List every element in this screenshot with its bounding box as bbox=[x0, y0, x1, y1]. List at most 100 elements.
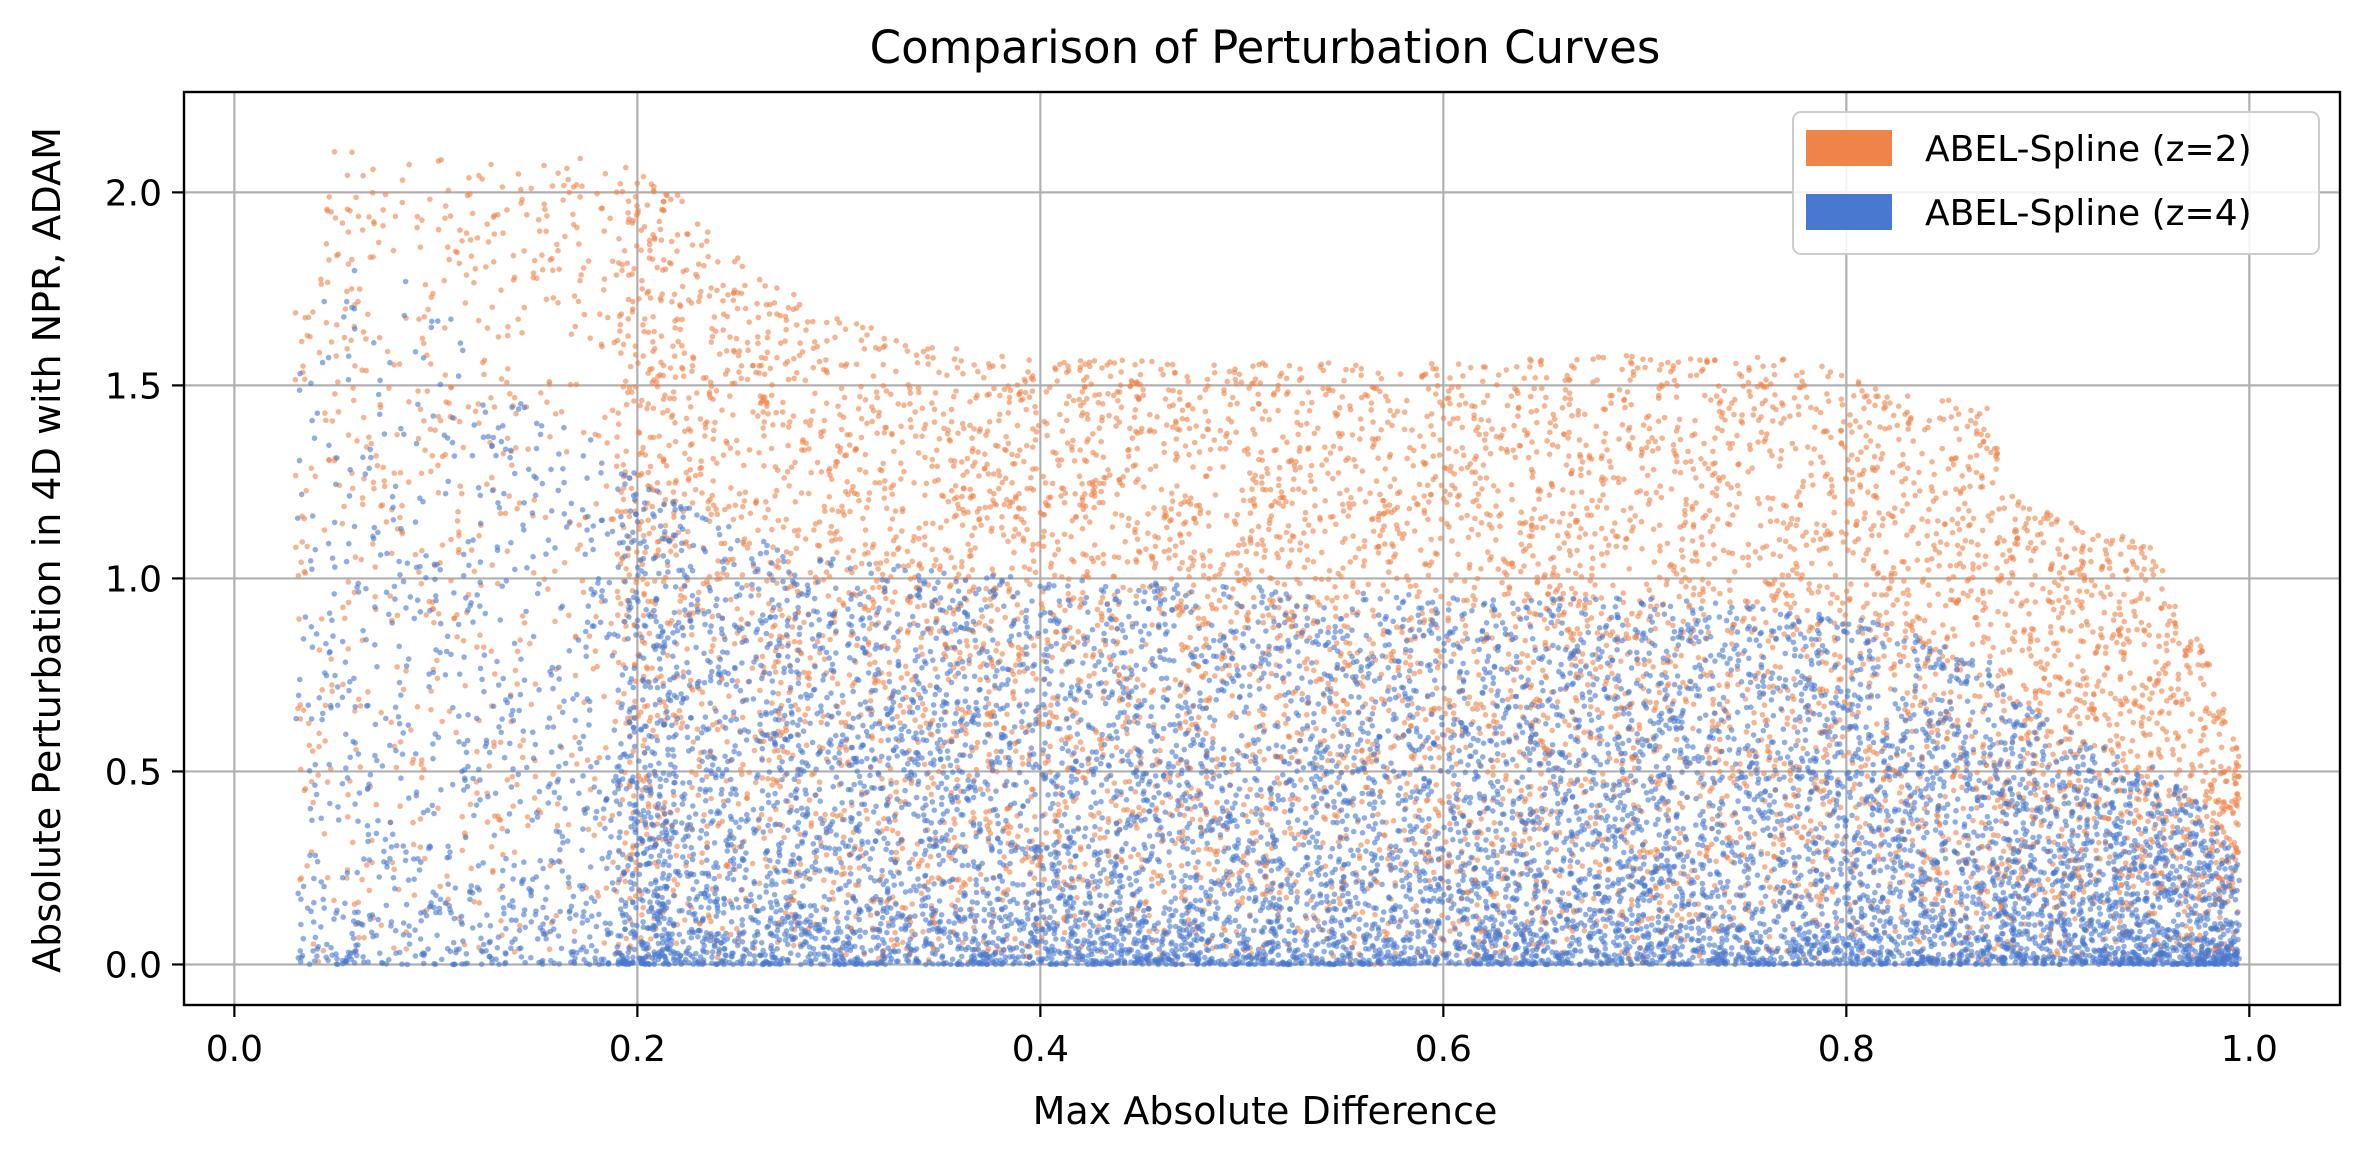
data-point bbox=[1173, 418, 1179, 424]
data-point bbox=[1227, 440, 1233, 446]
data-point bbox=[727, 334, 733, 340]
data-point bbox=[2068, 662, 2074, 668]
data-point bbox=[2217, 732, 2223, 738]
data-point bbox=[1162, 505, 1168, 511]
data-point bbox=[615, 410, 621, 416]
data-point bbox=[912, 409, 918, 415]
data-point bbox=[1370, 444, 1376, 450]
data-point bbox=[915, 360, 921, 366]
data-point bbox=[1371, 613, 1377, 619]
data-point bbox=[382, 484, 388, 490]
data-point bbox=[1578, 659, 1584, 665]
data-point bbox=[973, 644, 979, 650]
data-point bbox=[750, 409, 756, 415]
data-point bbox=[299, 339, 305, 345]
data-point bbox=[1459, 466, 1465, 472]
data-point bbox=[1262, 548, 1268, 554]
data-point bbox=[1351, 457, 1357, 463]
data-point bbox=[691, 739, 697, 745]
data-point bbox=[720, 298, 726, 304]
data-point bbox=[894, 780, 900, 786]
data-point bbox=[1011, 550, 1017, 556]
data-point bbox=[1135, 536, 1141, 542]
data-point bbox=[1437, 452, 1443, 458]
data-point bbox=[807, 655, 813, 661]
data-point bbox=[1078, 847, 1084, 853]
data-point bbox=[1000, 651, 1006, 657]
data-point bbox=[2035, 532, 2041, 538]
data-point bbox=[1682, 512, 1688, 518]
data-point bbox=[1828, 561, 1834, 567]
data-point bbox=[1851, 393, 1857, 399]
data-point bbox=[1875, 393, 1881, 399]
data-point bbox=[740, 504, 746, 510]
data-point bbox=[455, 509, 461, 515]
data-point bbox=[2145, 774, 2151, 780]
data-point bbox=[765, 329, 771, 335]
data-point bbox=[1298, 777, 1304, 783]
data-point bbox=[1259, 568, 1265, 574]
data-point bbox=[1385, 559, 1391, 565]
data-point bbox=[1251, 496, 1257, 502]
data-point bbox=[704, 238, 710, 244]
data-point bbox=[1218, 428, 1224, 434]
data-point bbox=[1595, 630, 1601, 636]
data-point bbox=[1472, 404, 1478, 410]
data-point bbox=[719, 407, 725, 413]
data-point bbox=[2127, 544, 2133, 550]
data-point bbox=[960, 666, 966, 672]
data-point bbox=[682, 350, 688, 356]
data-point bbox=[1214, 756, 1220, 762]
data-point bbox=[1467, 694, 1473, 700]
data-point bbox=[1894, 597, 1900, 603]
data-point bbox=[824, 338, 830, 344]
data-point bbox=[1368, 407, 1374, 413]
data-point bbox=[532, 258, 538, 264]
data-point bbox=[1113, 511, 1119, 517]
data-point bbox=[615, 453, 621, 459]
data-point bbox=[1420, 706, 1426, 712]
data-point bbox=[1077, 447, 1083, 453]
data-point bbox=[1657, 367, 1663, 373]
data-point bbox=[1338, 446, 1344, 452]
data-point bbox=[1883, 549, 1889, 555]
data-point bbox=[1717, 737, 1723, 743]
data-point bbox=[1247, 787, 1253, 793]
data-point bbox=[2089, 701, 2095, 707]
data-point bbox=[766, 757, 772, 763]
data-point bbox=[1746, 542, 1752, 548]
data-point bbox=[436, 611, 442, 617]
data-point bbox=[1337, 901, 1343, 907]
data-point bbox=[1754, 599, 1760, 605]
data-point bbox=[1435, 383, 1441, 389]
data-point bbox=[1982, 562, 1988, 568]
data-point bbox=[787, 690, 793, 696]
data-point bbox=[547, 946, 553, 952]
data-point bbox=[1056, 547, 1062, 553]
data-point bbox=[823, 357, 829, 363]
data-point bbox=[1330, 733, 1336, 739]
data-point bbox=[1308, 478, 1314, 484]
data-point bbox=[761, 433, 767, 439]
data-point bbox=[1522, 638, 1528, 644]
data-point bbox=[1959, 473, 1965, 479]
data-point bbox=[948, 555, 954, 561]
data-point bbox=[380, 223, 386, 229]
data-point bbox=[1032, 814, 1038, 820]
data-point bbox=[1804, 654, 1810, 660]
data-point bbox=[1785, 525, 1791, 531]
data-point bbox=[2153, 659, 2159, 665]
data-point bbox=[621, 497, 627, 503]
data-point bbox=[869, 325, 875, 331]
data-point bbox=[1560, 511, 1566, 517]
data-point bbox=[750, 861, 756, 867]
data-point bbox=[1534, 420, 1540, 426]
data-point bbox=[1600, 481, 1606, 487]
data-point bbox=[1097, 826, 1103, 832]
data-point bbox=[803, 327, 809, 333]
data-point bbox=[2164, 648, 2170, 654]
data-point bbox=[631, 793, 637, 799]
data-point bbox=[1157, 748, 1163, 754]
data-point bbox=[1097, 835, 1103, 841]
data-point bbox=[1741, 383, 1747, 389]
